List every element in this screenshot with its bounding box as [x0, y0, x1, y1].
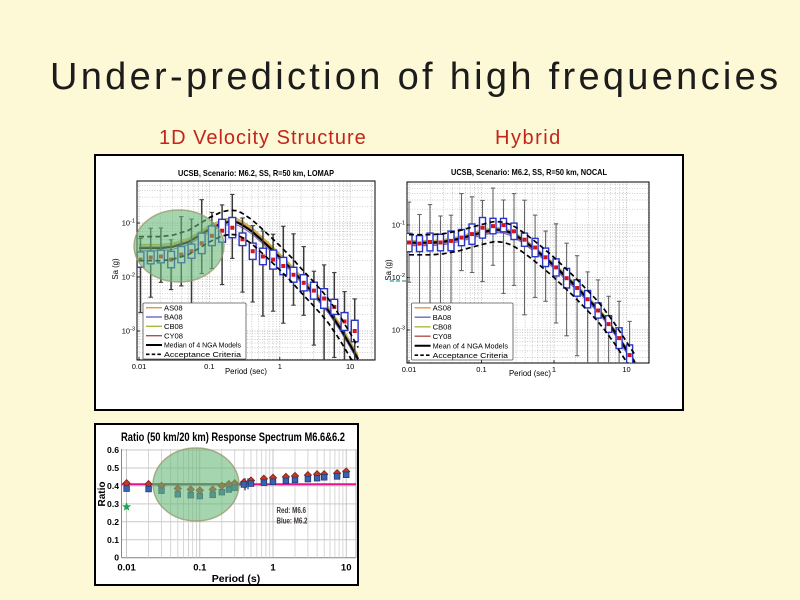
svg-text:UCSB, Scenario: M6.2, SS, R=50: UCSB, Scenario: M6.2, SS, R=50 km, LOMAP: [178, 169, 334, 178]
svg-text:0.1: 0.1: [476, 365, 486, 374]
svg-text:0.1: 0.1: [193, 563, 207, 574]
svg-text:10-3: 10-3: [392, 326, 405, 335]
svg-text:CB08: CB08: [164, 322, 183, 331]
svg-text:0.4: 0.4: [107, 481, 119, 491]
svg-text:Red: M6.6: Red: M6.6: [277, 506, 307, 515]
svg-text:Ratio: Ratio: [97, 482, 108, 507]
svg-text:10: 10: [622, 365, 630, 374]
svg-text:0.01: 0.01: [117, 563, 136, 574]
svg-text:10-2: 10-2: [122, 273, 135, 282]
svg-text:CY08: CY08: [164, 331, 183, 340]
svg-text:0.6: 0.6: [107, 445, 119, 455]
svg-text:Blue: M6.2: Blue: M6.2: [277, 517, 309, 526]
svg-text:0.2: 0.2: [107, 517, 119, 527]
svg-text:0.5: 0.5: [107, 463, 119, 473]
svg-text:10: 10: [341, 563, 352, 574]
svg-text:CB08: CB08: [433, 322, 452, 331]
svg-text:Period (s): Period (s): [212, 573, 260, 584]
svg-text:10-2: 10-2: [392, 273, 405, 282]
svg-text:1: 1: [278, 362, 282, 371]
svg-text:10-1: 10-1: [392, 221, 405, 230]
svg-text:0.1: 0.1: [107, 535, 119, 545]
svg-text:0.01: 0.01: [402, 365, 417, 374]
svg-text:BA08: BA08: [164, 313, 183, 322]
svg-text:10: 10: [346, 362, 354, 371]
svg-text:AS08: AS08: [433, 303, 452, 312]
svg-text:10-1: 10-1: [122, 219, 135, 228]
svg-text:AS08: AS08: [164, 303, 183, 312]
svg-text:Mean of 4 NGA Models: Mean of 4 NGA Models: [433, 341, 509, 350]
svg-text:1: 1: [270, 563, 276, 574]
svg-text:CY08: CY08: [433, 332, 452, 341]
svg-text:Ratio (50 km/20 km) Response S: Ratio (50 km/20 km) Response Spectrum M6…: [121, 430, 345, 444]
svg-text:Period (sec): Period (sec): [509, 369, 551, 378]
svg-text:0.01: 0.01: [132, 362, 147, 371]
svg-text:0.3: 0.3: [107, 499, 119, 509]
svg-text:BA08: BA08: [433, 313, 452, 322]
svg-text:Sa (g): Sa (g): [384, 259, 393, 281]
svg-text:0: 0: [114, 553, 119, 563]
svg-text:UCSB, Scenario: M6.2, SS, R=50: UCSB, Scenario: M6.2, SS, R=50 km, NOCAL: [451, 168, 607, 177]
svg-text:0.1: 0.1: [204, 362, 214, 371]
svg-text:10-3: 10-3: [122, 327, 135, 336]
svg-text:Sa (g): Sa (g): [111, 258, 120, 280]
svg-text:Acceptance Criteria: Acceptance Criteria: [164, 350, 242, 359]
svg-text:Median of 4 NGA Models: Median of 4 NGA Models: [164, 341, 241, 350]
svg-text:Period (sec): Period (sec): [225, 367, 267, 376]
svg-text:Acceptance Criteria: Acceptance Criteria: [433, 351, 509, 360]
svg-text:1: 1: [552, 365, 556, 374]
